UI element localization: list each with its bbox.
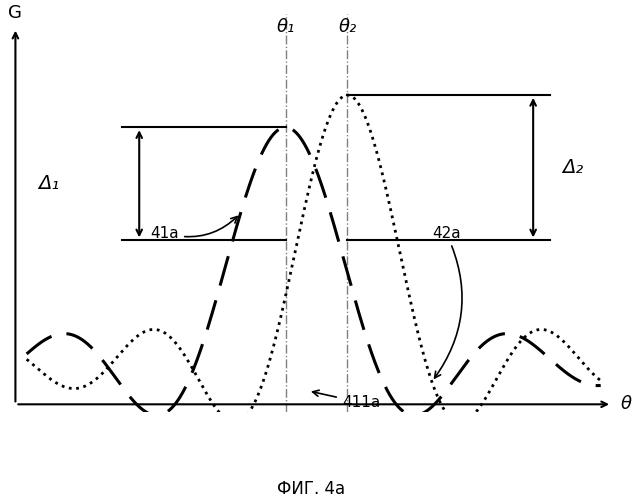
- Text: θ: θ: [620, 396, 631, 413]
- Text: Δ₁: Δ₁: [39, 174, 60, 194]
- Text: θ₁: θ₁: [276, 18, 295, 36]
- Text: ФИГ. 4a: ФИГ. 4a: [277, 480, 345, 498]
- Text: Δ₂: Δ₂: [562, 158, 583, 177]
- Text: 42a: 42a: [432, 226, 462, 378]
- Text: 41a: 41a: [150, 216, 237, 240]
- Text: θ₂: θ₂: [338, 18, 357, 36]
- Text: G: G: [8, 4, 22, 22]
- Text: 411a: 411a: [312, 390, 380, 410]
